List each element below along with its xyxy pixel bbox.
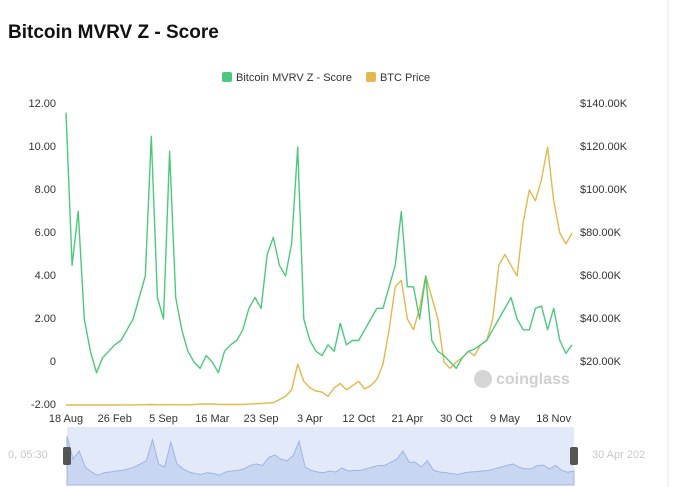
x-tick-label: 9 May: [490, 413, 520, 425]
watermark-text: coinglass: [496, 371, 570, 388]
legend-swatch: [222, 72, 232, 82]
y-tick-label: -2.00: [31, 399, 56, 411]
x-tick-label: 21 Apr: [391, 413, 423, 425]
legend-label: Bitcoin MVRV Z - Score: [236, 72, 352, 84]
x-tick-label: 30 Oct: [440, 413, 472, 425]
chart-title: Bitcoin MVRV Z - Score: [8, 22, 219, 43]
y2-tick-label: $20.00K: [580, 356, 622, 368]
legend: Bitcoin MVRV Z - Score BTC Price: [222, 72, 430, 84]
x-tick-label: 18 Aug: [49, 413, 83, 425]
y2-tick-label: $140.00K: [580, 98, 628, 110]
y-tick-label: 2.00: [35, 313, 56, 325]
navigator-handle[interactable]: [63, 447, 71, 465]
y-tick-label: 10.00: [28, 141, 56, 153]
watermark-icon: [474, 370, 492, 388]
x-tick-label: 5 Sep: [149, 413, 178, 425]
navigator-line: [66, 436, 575, 486]
watermark: coinglass: [474, 370, 570, 388]
series-line: [65, 112, 573, 374]
legend-label: BTC Price: [380, 72, 430, 84]
navigator-start: 0, 05:30: [8, 449, 48, 461]
navigator-handle[interactable]: [570, 447, 578, 465]
y2-tick-label: $100.00K: [580, 184, 628, 196]
x-tick-label: 12 Oct: [342, 413, 374, 425]
series-line: [66, 146, 573, 406]
y-tick-label: 4.00: [35, 270, 56, 282]
y-tick-label: 6.00: [35, 227, 56, 239]
y2-tick-label: $120.00K: [580, 141, 628, 153]
legend-swatch: [365, 72, 376, 82]
y2-tick-label: $60.00K: [580, 270, 622, 282]
y-tick-label: 12.00: [28, 98, 56, 110]
y-tick-label: 0: [50, 356, 56, 368]
y2-tick-label: $40.00K: [580, 313, 622, 325]
x-tick-label: 16 Mar: [195, 413, 230, 425]
y-tick-label: 8.00: [35, 184, 56, 196]
x-tick-label: 26 Feb: [98, 413, 132, 425]
y2-tick-label: $80.00K: [580, 227, 622, 239]
x-tick-label: 18 Nov: [536, 413, 571, 425]
x-tick-label: 23 Sep: [244, 413, 279, 425]
x-tick-label: 3 Apr: [297, 413, 323, 425]
navigator-end: 30 Apr 202: [592, 449, 645, 461]
